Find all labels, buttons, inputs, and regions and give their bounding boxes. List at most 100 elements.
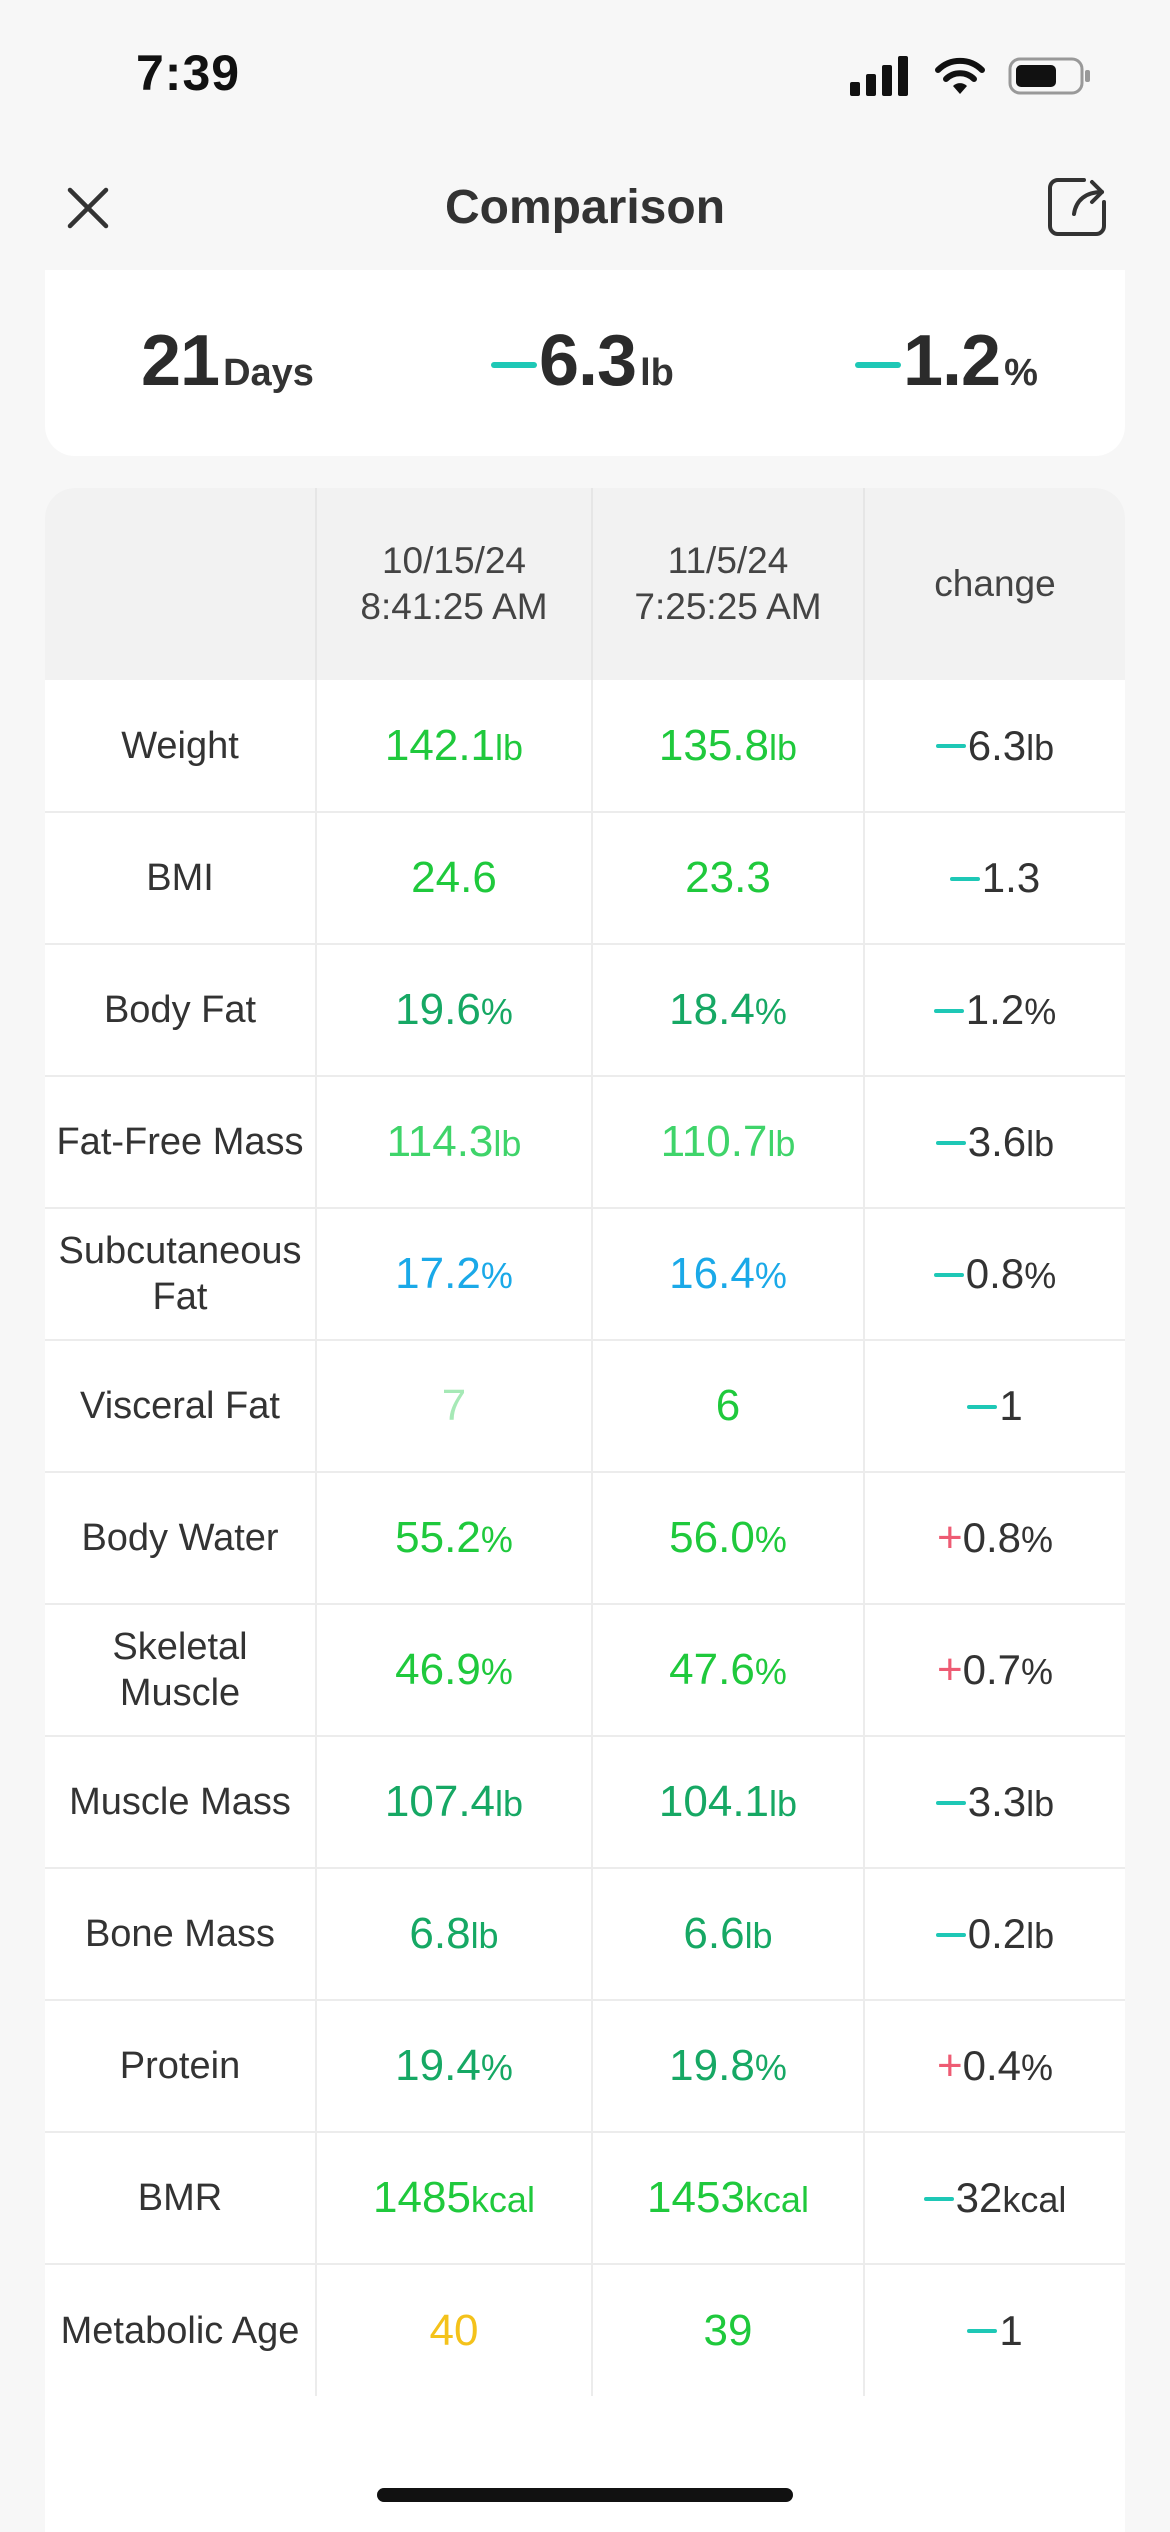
table-row: Protein 19.4% 19.8% +0.4% — [45, 2000, 1125, 2133]
unit-label: kcal — [744, 2179, 809, 2220]
value-date-1: 19.6% — [316, 944, 593, 1077]
table-row: BMR 1485kcal 1453kcal 32kcal — [45, 2132, 1125, 2265]
minus-icon — [855, 362, 901, 368]
value-date-2: 110.7lb — [592, 1076, 865, 1209]
minus-icon — [491, 362, 537, 368]
status-bar: 7:39 — [0, 0, 1170, 150]
minus-icon — [933, 1008, 964, 1013]
summary-days-unit: Days — [223, 352, 314, 394]
value-date-1: 114.3lb — [316, 1076, 593, 1209]
table-row: Body Fat 19.6% 18.4% 1.2% — [45, 944, 1125, 1077]
unit-label: % — [1021, 1519, 1054, 1560]
value-change: 1 — [864, 2264, 1125, 2396]
value-date-2: 135.8lb — [592, 680, 865, 813]
row-label: Skeletal Muscle — [45, 1604, 317, 1737]
signal-icon — [850, 56, 908, 96]
value-date-2: 23.3 — [592, 812, 865, 945]
summary-weight-unit: lb — [640, 352, 674, 394]
value-change: +0.4% — [864, 2000, 1125, 2133]
value-date-2: 39 — [592, 2264, 865, 2396]
table-row: BMI 24.6 23.3 1.3 — [45, 812, 1125, 945]
row-label: Protein — [45, 2000, 317, 2133]
value-change: 32kcal — [864, 2132, 1125, 2265]
row-label: Body Fat — [45, 944, 317, 1077]
table-row: Body Water 55.2% 56.0% +0.8% — [45, 1472, 1125, 1605]
unit-label: % — [480, 1519, 513, 1560]
value-date-1: 24.6 — [316, 812, 593, 945]
value-date-1: 107.4lb — [316, 1736, 593, 1869]
unit-label: lb — [1026, 1123, 1055, 1164]
nav-bar: Comparison — [0, 150, 1170, 268]
value-change: 3.3lb — [864, 1736, 1125, 1869]
value-date-1: 19.4% — [316, 2000, 593, 2133]
row-label: BMI — [45, 812, 317, 945]
value-date-2: 47.6% — [592, 1604, 865, 1737]
table-row: Weight 142.1lb 135.8lb 6.3lb — [45, 680, 1125, 813]
unit-label: lb — [470, 1915, 499, 1956]
summary-days-value: 21 — [141, 321, 220, 401]
minus-icon — [935, 1800, 966, 1805]
value-date-2: 6 — [592, 1340, 865, 1473]
summary-weight-value: 6.3 — [539, 321, 637, 401]
unit-label: % — [754, 2047, 787, 2088]
value-date-1: 40 — [316, 2264, 593, 2396]
value-date-2: 56.0% — [592, 1472, 865, 1605]
value-date-1: 1485kcal — [316, 2132, 593, 2265]
unit-label: % — [480, 1255, 513, 1296]
value-date-1: 17.2% — [316, 1208, 593, 1341]
row-label: Visceral Fat — [45, 1340, 317, 1473]
unit-label: lb — [1026, 1783, 1055, 1824]
value-date-2: 16.4% — [592, 1208, 865, 1341]
unit-label: lb — [493, 1123, 522, 1164]
comparison-table: 10/15/24 8:41:25 AM 11/5/24 7:25:25 AM cha… — [45, 488, 1125, 2396]
value-date-2: 6.6lb — [592, 1868, 865, 2001]
unit-label: % — [1021, 1651, 1054, 1692]
minus-icon — [923, 2196, 954, 2201]
value-date-1: 46.9% — [316, 1604, 593, 1737]
unit-label: % — [480, 991, 513, 1032]
summary-card: 21 Days 6.3 lb 1.2 % — [45, 270, 1125, 456]
table-row: Visceral Fat 7 6 1 — [45, 1340, 1125, 1473]
value-date-2: 18.4% — [592, 944, 865, 1077]
table-row: Subcutaneous Fat 17.2% 16.4% 0.8% — [45, 1208, 1125, 1341]
share-icon[interactable] — [1044, 174, 1110, 240]
close-icon[interactable] — [60, 180, 116, 236]
header-metric — [45, 488, 317, 680]
summary-weight-change: 6.3 lb — [491, 320, 674, 402]
value-change: 1 — [864, 1340, 1125, 1473]
header-date-2: 11/5/24 7:25:25 AM — [592, 488, 865, 680]
unit-label: % — [754, 991, 787, 1032]
unit-label: % — [1024, 1255, 1057, 1296]
table-row: Bone Mass 6.8lb 6.6lb 0.2lb — [45, 1868, 1125, 2001]
unit-label: lb — [1026, 726, 1055, 768]
minus-icon — [967, 1404, 998, 1409]
minus-icon — [935, 1932, 966, 1937]
status-time: 7:39 — [136, 45, 241, 101]
unit-label: lb — [769, 1783, 798, 1824]
value-date-2: 104.1lb — [592, 1736, 865, 1869]
table-row: Muscle Mass 107.4lb 104.1lb 3.3lb — [45, 1736, 1125, 1869]
unit-label: lb — [769, 726, 798, 768]
table-body: Weight 142.1lb 135.8lb 6.3lb BMI 24.6 23.3 1.3 B… — [45, 680, 1125, 2396]
page-title: Comparison — [444, 181, 726, 234]
header-change: change — [864, 488, 1125, 680]
summary-fat-unit: % — [1004, 352, 1038, 394]
unit-label: % — [754, 1255, 787, 1296]
row-label: Muscle Mass — [45, 1736, 317, 1869]
header-date-1: 10/15/24 8:41:25 AM — [316, 488, 593, 680]
unit-label: kcal — [470, 2179, 535, 2220]
table-row: Fat-Free Mass 114.3lb 110.7lb 3.6lb — [45, 1076, 1125, 1209]
unit-label: lb — [495, 726, 524, 768]
value-change: +0.8% — [864, 1472, 1125, 1605]
row-label: Bone Mass — [45, 1868, 317, 2001]
value-change: 0.8% — [864, 1208, 1125, 1341]
value-date-1: 7 — [316, 1340, 593, 1473]
unit-label: % — [754, 1651, 787, 1692]
table-header-row: 10/15/24 8:41:25 AM 11/5/24 7:25:25 AM cha… — [45, 488, 1125, 680]
row-label: Weight — [45, 680, 317, 813]
home-indicator — [377, 2488, 793, 2502]
value-change: 1.3 — [864, 812, 1125, 945]
minus-icon — [949, 876, 980, 881]
value-change: +0.7% — [864, 1604, 1125, 1737]
plus-icon: + — [936, 1645, 963, 1694]
